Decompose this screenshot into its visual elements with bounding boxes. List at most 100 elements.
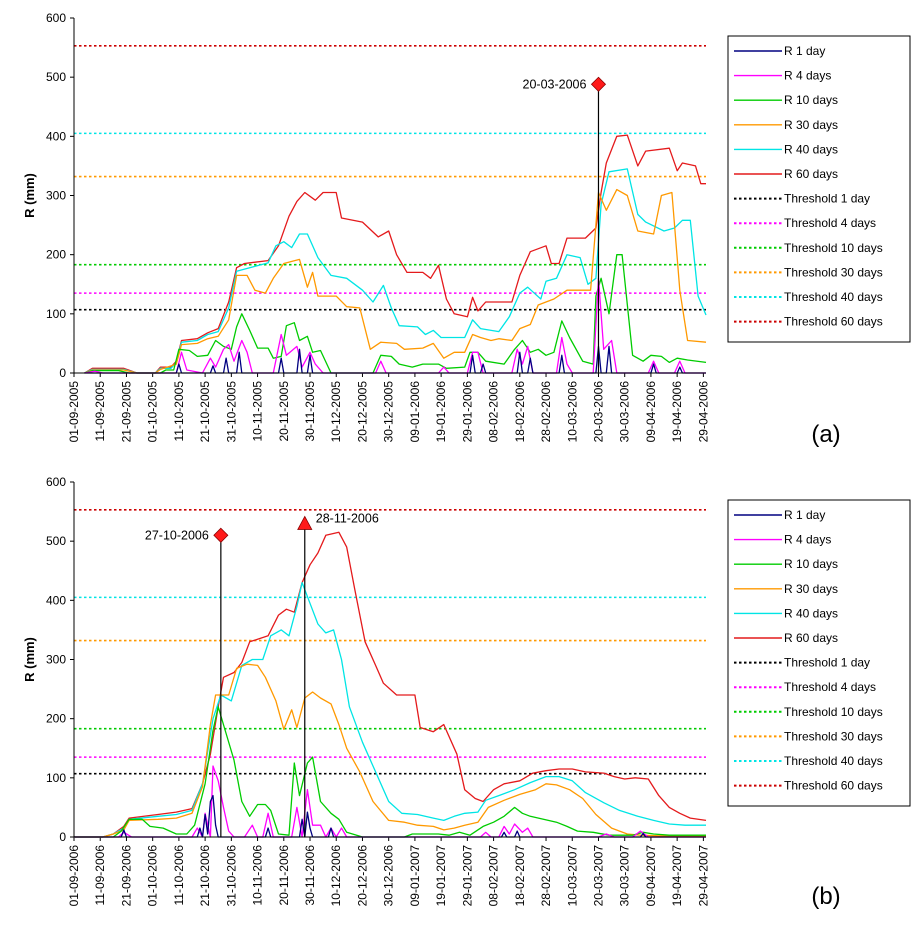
legend-label: Threshold 4 days [784, 216, 876, 230]
legend: R 1 day R 4 days R 10 days R 30 days R 40 da… [728, 500, 910, 806]
event-label: 27-10-2006 [145, 528, 209, 542]
y-tick-label: 400 [46, 129, 66, 143]
x-tick-label: 01-09-2005 [67, 381, 81, 443]
event-marker-diamond [591, 77, 605, 91]
x-tick-label: 28-02-2007 [539, 845, 553, 907]
y-tick-label: 500 [46, 534, 66, 548]
legend-label: R 1 day [784, 508, 825, 522]
x-tick-label: 21-10-2005 [198, 381, 212, 443]
legend-label: R 40 days [784, 606, 838, 620]
y-tick-label: 600 [46, 475, 66, 489]
legend-label: R 60 days [784, 167, 838, 181]
x-tick-label: 30-11-2006 [303, 845, 317, 906]
x-tick-label: 09-01-2006 [408, 381, 422, 443]
legend-label: Threshold 4 days [784, 680, 876, 694]
x-tick-label: 20-11-2005 [277, 381, 291, 442]
y-axis-title: R (mm) [22, 173, 37, 218]
legend-label: Threshold 60 days [784, 315, 883, 329]
x-tick-label: 10-12-2005 [329, 381, 343, 443]
x-tick-label: 30-11-2005 [303, 381, 317, 442]
y-tick-label: 200 [46, 248, 66, 262]
x-tick-label: 31-10-2005 [224, 381, 238, 443]
x-tick-label: 01-09-2006 [67, 845, 81, 907]
x-tick-label: 20-12-2005 [355, 381, 369, 443]
x-tick-label: 08-02-2007 [487, 845, 501, 907]
x-tick-label: 21-09-2005 [119, 381, 133, 443]
legend-label: R 4 days [784, 533, 831, 547]
chart-panel-b: 0 100 200 300 400 500 600 R (mm) 01-09-2006 11-09… [22, 475, 910, 910]
series-line [85, 255, 707, 373]
legend-label: R 10 days [784, 93, 838, 107]
legend-label: Threshold 1 day [784, 656, 870, 670]
y-tick-label: 0 [59, 830, 66, 844]
x-tick-label: 20-11-2006 [277, 845, 291, 906]
x-tick-label: 19-01-2007 [434, 845, 448, 907]
legend-label: Threshold 40 days [784, 754, 883, 768]
x-tick-label: 19-04-2006 [670, 381, 684, 443]
y-tick-label: 400 [46, 593, 66, 607]
y-tick-label: 100 [46, 307, 66, 321]
y-tick-label: 0 [59, 366, 66, 380]
panel-label: (b) [811, 883, 840, 910]
event-marker-diamond [214, 528, 228, 542]
series-line [74, 583, 706, 837]
x-tick-label: 10-03-2006 [565, 381, 579, 443]
y-tick-label: 300 [46, 653, 66, 667]
x-tick-label: 19-01-2006 [434, 381, 448, 443]
x-tick-label: 21-10-2006 [198, 845, 212, 907]
x-tick-label: 30-03-2006 [618, 381, 632, 443]
x-tick-label: 18-02-2007 [513, 845, 527, 907]
x-tick-label: 29-04-2007 [696, 845, 710, 907]
y-tick-label: 600 [46, 11, 66, 25]
x-tick-label: 18-02-2006 [513, 381, 527, 443]
x-tick-label: 09-01-2007 [408, 845, 422, 907]
legend-label: Threshold 60 days [784, 779, 883, 793]
y-tick-label: 200 [46, 712, 66, 726]
event-label: 28-11-2006 [316, 511, 379, 525]
legend-label: Threshold 10 days [784, 241, 883, 255]
x-tick-label: 28-02-2006 [539, 381, 553, 443]
x-tick-label: 11-09-2005 [93, 381, 107, 442]
x-tick-label: 30-12-2006 [382, 845, 396, 907]
x-tick-label: 10-03-2007 [565, 845, 579, 907]
x-tick-label: 09-04-2007 [644, 845, 658, 907]
x-tick-label: 20-12-2006 [355, 845, 369, 907]
x-tick-label: 21-09-2006 [119, 845, 133, 907]
x-tick-label: 11-09-2006 [93, 845, 107, 906]
x-tick-label: 10-11-2005 [251, 381, 265, 442]
x-tick-label: 29-01-2007 [460, 845, 474, 907]
legend-label: Threshold 10 days [784, 705, 883, 719]
legend-label: R 30 days [784, 118, 838, 132]
y-tick-label: 300 [46, 189, 66, 203]
legend: R 1 day R 4 days R 10 days R 30 days R 40 da… [728, 36, 910, 342]
x-tick-label: 01-10-2005 [146, 381, 160, 443]
series-line [74, 707, 706, 837]
x-tick-label: 11-10-2006 [172, 845, 186, 906]
y-tick-label: 500 [46, 70, 66, 84]
legend-label: R 30 days [784, 582, 838, 596]
event-label: 20-03-2006 [523, 77, 587, 91]
legend-label: R 10 days [784, 557, 838, 571]
y-axis-title: R (mm) [22, 637, 37, 682]
x-tick-label: 08-02-2006 [487, 381, 501, 443]
x-tick-label: 10-11-2006 [251, 845, 265, 906]
x-tick-label: 30-12-2005 [382, 381, 396, 443]
legend-label: R 40 days [784, 142, 838, 156]
x-tick-label: 09-04-2006 [644, 381, 658, 443]
x-tick-label: 01-10-2006 [146, 845, 160, 907]
x-tick-label: 10-12-2006 [329, 845, 343, 907]
legend-label: Threshold 1 day [784, 192, 870, 206]
x-tick-label: 20-03-2006 [591, 381, 605, 443]
chart-panel-a: 0 100 200 300 400 500 600 R (mm) 01-09-2005 11-09… [22, 11, 910, 448]
x-tick-label: 11-10-2005 [172, 381, 186, 442]
x-tick-label: 30-03-2007 [618, 845, 632, 907]
x-tick-label: 29-04-2006 [696, 381, 710, 443]
legend-label: R 1 day [784, 44, 825, 58]
series-line [74, 766, 706, 837]
legend-label: Threshold 30 days [784, 265, 883, 279]
legend-label: Threshold 40 days [784, 290, 883, 304]
legend-label: Threshold 30 days [784, 729, 883, 743]
x-tick-label: 29-01-2006 [460, 381, 474, 443]
x-tick-label: 31-10-2006 [224, 845, 238, 907]
